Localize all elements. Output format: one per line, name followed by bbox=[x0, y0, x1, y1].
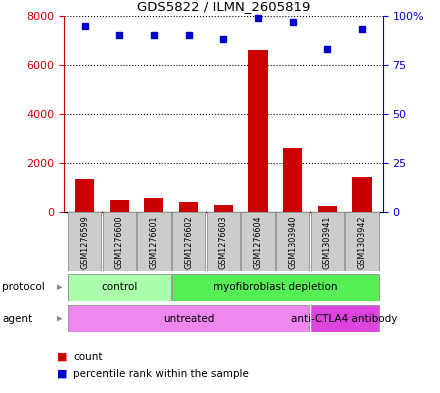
Text: myofibroblast depletion: myofibroblast depletion bbox=[213, 282, 337, 292]
Text: agent: agent bbox=[2, 314, 32, 324]
Text: protocol: protocol bbox=[2, 282, 45, 292]
Text: GSM1276602: GSM1276602 bbox=[184, 215, 193, 269]
Text: untreated: untreated bbox=[163, 314, 214, 324]
Bar bbox=[68, 305, 309, 332]
Bar bbox=[214, 205, 233, 212]
Text: GSM1303941: GSM1303941 bbox=[323, 215, 332, 268]
Text: GSM1303942: GSM1303942 bbox=[357, 215, 367, 269]
Bar bbox=[110, 200, 129, 212]
Bar bbox=[75, 179, 94, 212]
Bar bbox=[103, 212, 136, 271]
Title: GDS5822 / ILMN_2605819: GDS5822 / ILMN_2605819 bbox=[136, 0, 310, 13]
Text: GSM1303940: GSM1303940 bbox=[288, 215, 297, 268]
Text: anti-CTLA4 antibody: anti-CTLA4 antibody bbox=[291, 314, 398, 324]
Text: GSM1276603: GSM1276603 bbox=[219, 215, 228, 269]
Bar bbox=[311, 305, 379, 332]
Text: GSM1276604: GSM1276604 bbox=[253, 215, 263, 269]
Bar bbox=[137, 212, 171, 271]
Text: ■: ■ bbox=[57, 352, 67, 362]
Bar bbox=[311, 212, 344, 271]
Bar bbox=[144, 198, 164, 212]
Bar bbox=[318, 206, 337, 212]
Bar bbox=[207, 212, 240, 271]
Text: GSM1276599: GSM1276599 bbox=[80, 215, 89, 269]
Text: GSM1276600: GSM1276600 bbox=[115, 215, 124, 269]
Bar bbox=[345, 212, 379, 271]
Text: control: control bbox=[101, 282, 137, 292]
Text: percentile rank within the sample: percentile rank within the sample bbox=[73, 369, 249, 379]
Text: ■: ■ bbox=[57, 369, 67, 379]
Bar bbox=[68, 212, 101, 271]
Bar bbox=[283, 148, 302, 212]
Text: count: count bbox=[73, 352, 103, 362]
Bar bbox=[249, 50, 268, 212]
Text: GSM1276601: GSM1276601 bbox=[150, 215, 158, 269]
Bar bbox=[172, 274, 379, 301]
Bar bbox=[68, 274, 171, 301]
Bar bbox=[241, 212, 275, 271]
Bar bbox=[276, 212, 309, 271]
Bar bbox=[172, 212, 205, 271]
Bar bbox=[179, 202, 198, 212]
Bar bbox=[352, 176, 371, 212]
